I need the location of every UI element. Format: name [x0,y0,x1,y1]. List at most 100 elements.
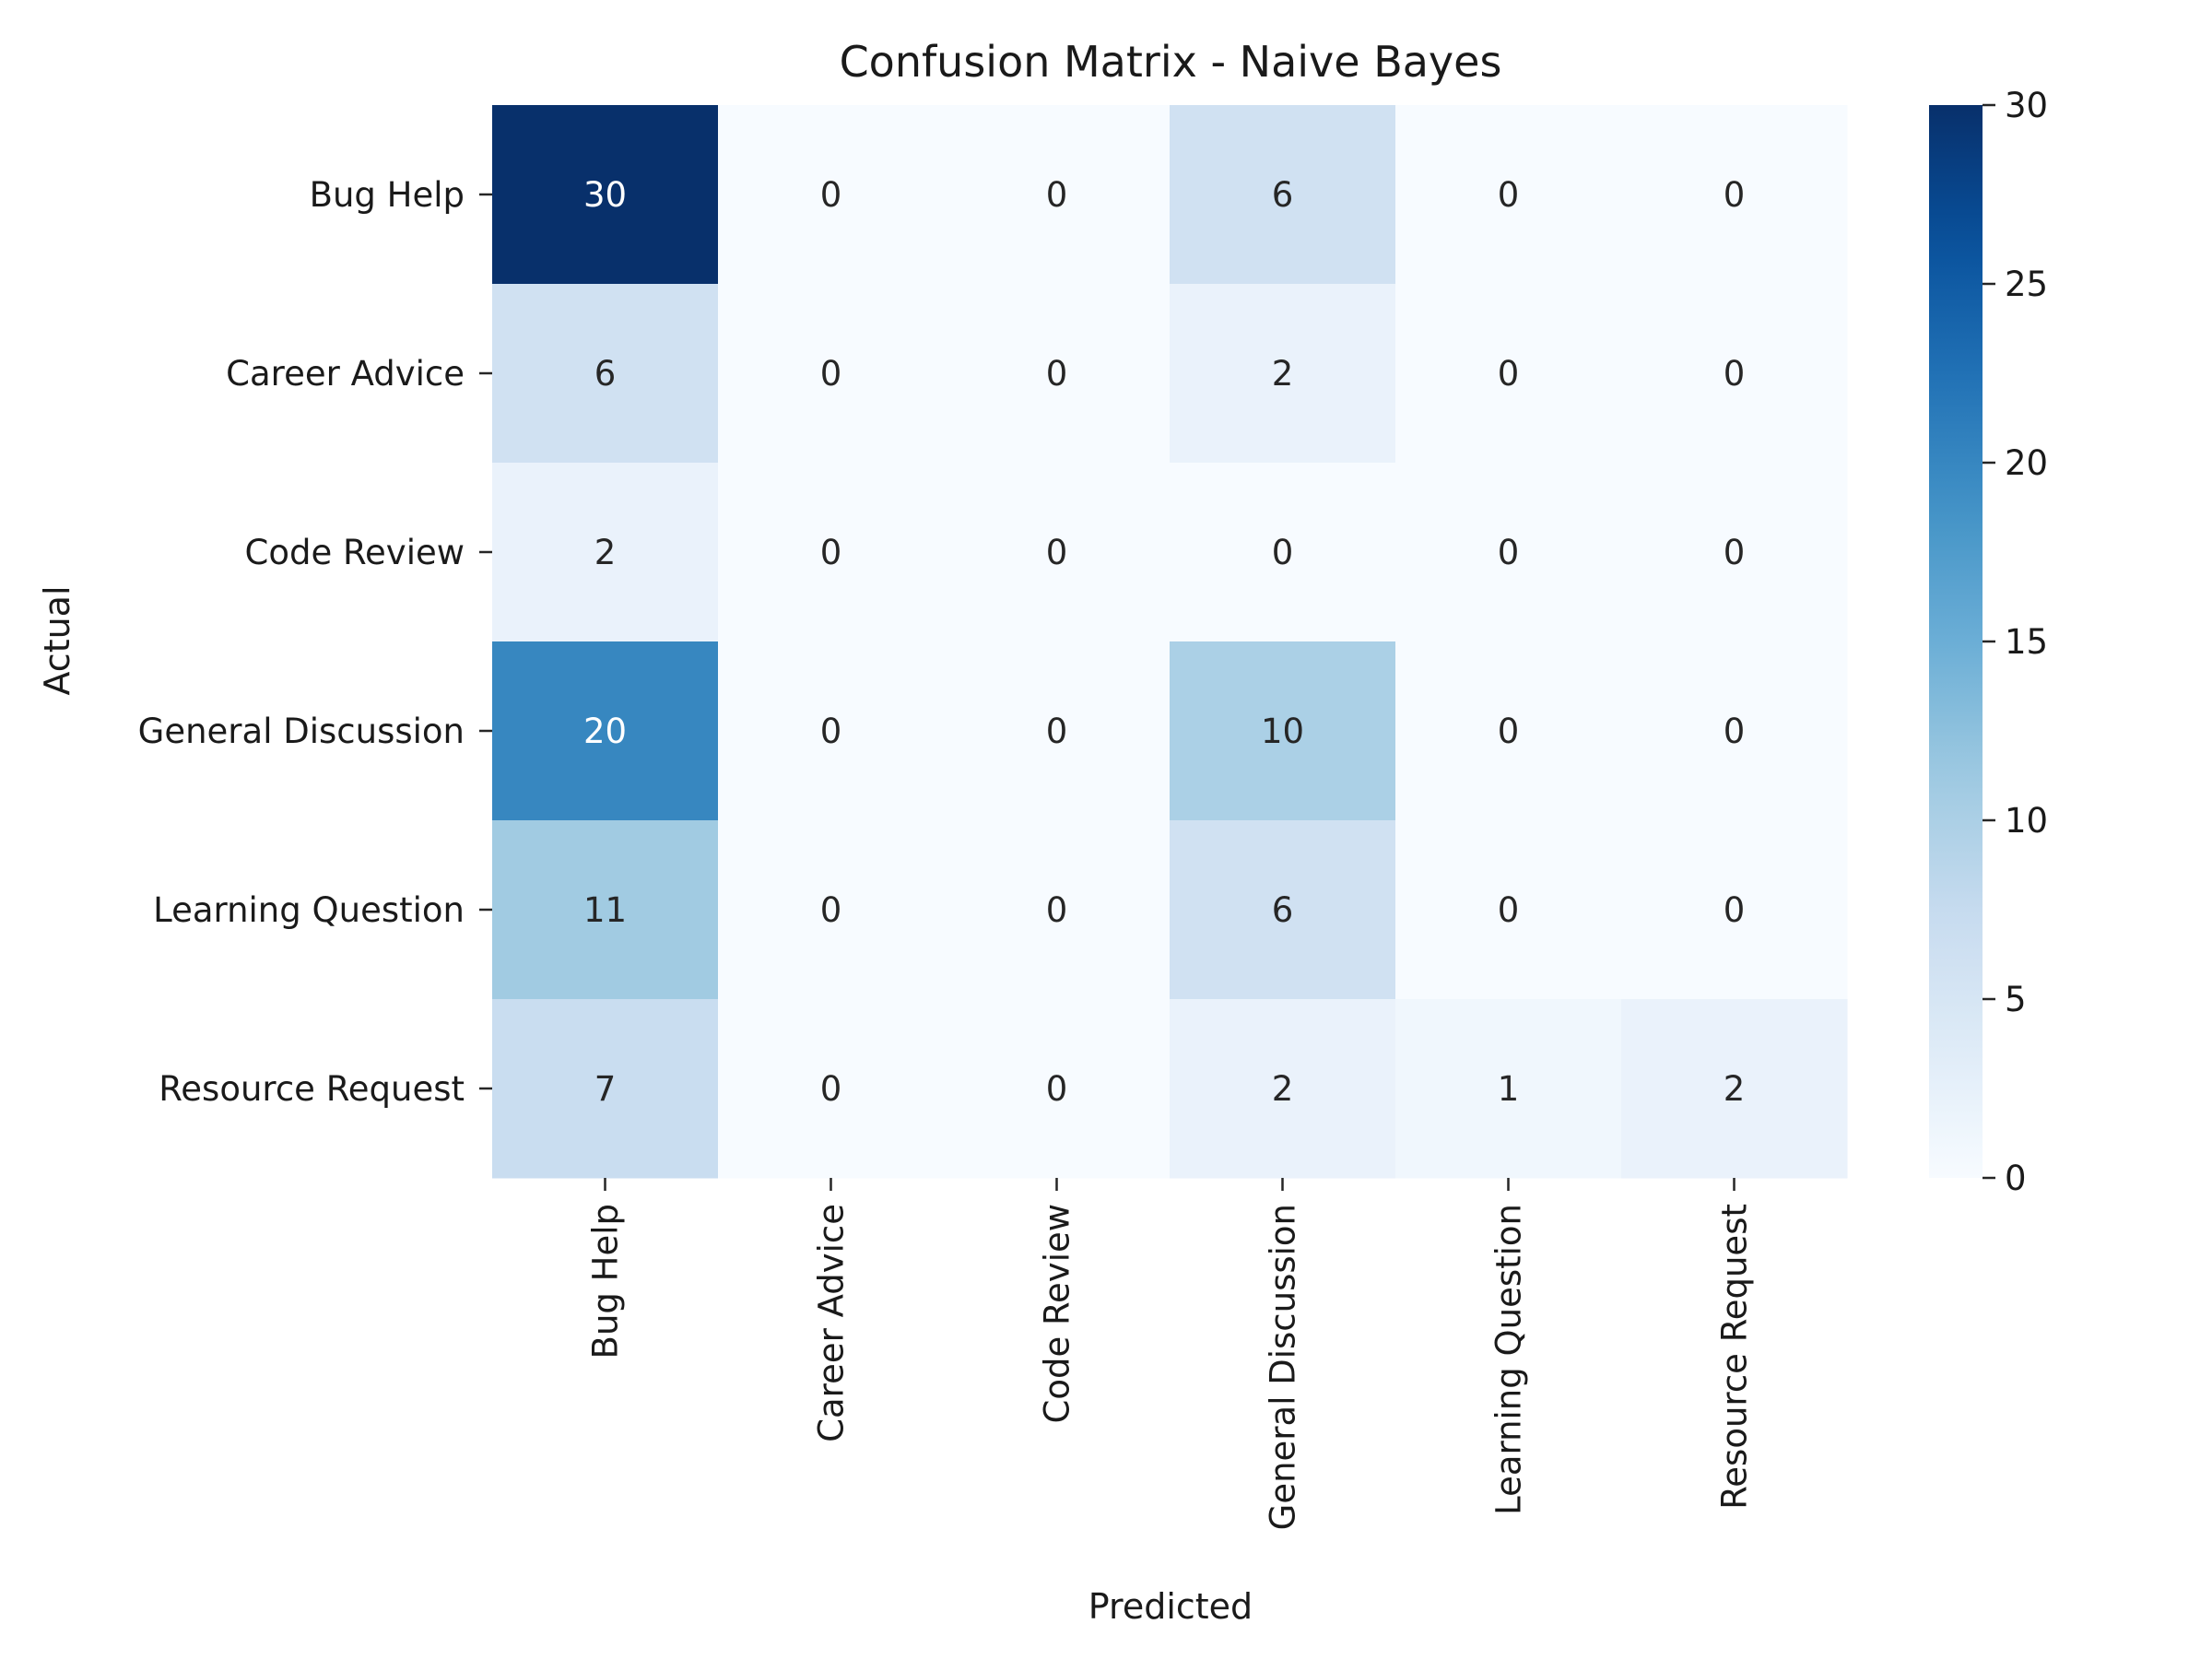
cell-value-r3-c4: 0 [1498,712,1520,751]
cell-value-r4-c1: 0 [820,890,842,930]
cell-value-r4-c2: 0 [1046,890,1068,930]
heatmap-cell-r4-c5 [1621,820,1848,1000]
cell-value-r5-c1: 0 [820,1069,842,1109]
cell-value-r5-c4: 1 [1498,1069,1520,1109]
x-axis: Bug Help Career Advice Code Review General … [586,1178,1755,1530]
heatmap-cell-r3-c3 [1170,641,1396,821]
y-tick-label-0: Bug Help [310,175,465,215]
cell-value-r4-c5: 0 [1724,890,1746,930]
heatmap-cell-r0-c1 [718,105,945,285]
cell-value-r3-c1: 0 [820,712,842,751]
heatmap-cell-r5-c2 [944,999,1171,1179]
heatmap-cell-r3-c4 [1395,641,1622,821]
heatmap-cell-r2-c2 [944,463,1171,642]
heatmap-cell-r2-c3 [1170,463,1396,642]
heatmap-cell-r1-c3 [1170,284,1396,464]
cell-value-r5-c0: 7 [594,1069,617,1109]
heatmap-cell-r3-c2 [944,641,1171,821]
cell-value-r4-c0: 11 [583,890,627,930]
heatmap-cell-r0-c5 [1621,105,1848,285]
heatmap-cell-r4-c2 [944,820,1171,1000]
colorbar-tick-label-5: 25 [2005,265,2048,304]
heatmap-cell-r2-c4 [1395,463,1622,642]
heatmap-cell-r1-c5 [1621,284,1848,464]
heatmap-cell-labels: 30 0 0 6 0 06 0 0 2 0 02 0 0 0 0 020 0 0 10 0 011 0 0 6 0 07 0 0 2 1 2 [583,175,1745,1109]
cell-value-r4-c3: 6 [1272,890,1294,930]
heatmap-cell-r3-c0 [492,641,719,821]
x-tick-label-5: Resource Request [1715,1204,1755,1510]
x-tick-label-0: Bug Help [586,1204,626,1359]
cell-value-r2-c1: 0 [820,533,842,572]
y-axis-label: Actual [37,585,77,695]
heatmap-cell-r4-c4 [1395,820,1622,1000]
colorbar-tick-label-1: 5 [2005,980,2027,1019]
cell-value-r3-c3: 10 [1261,712,1304,751]
cell-value-r1-c3: 2 [1272,354,1294,394]
cell-value-r5-c2: 0 [1046,1069,1068,1109]
heatmap-cell-r5-c1 [718,999,945,1179]
x-axis-label: Predicted [1088,1586,1253,1627]
cell-value-r5-c5: 2 [1724,1069,1746,1109]
cell-value-r2-c0: 2 [594,533,617,572]
heatmap-cell-r0-c3 [1170,105,1396,285]
x-tick-label-3: General Discussion [1264,1204,1303,1530]
heatmap-cell-r5-c4 [1395,999,1622,1179]
y-axis: Bug Help Career Advice Code Review General … [138,175,492,1109]
x-tick-label-1: Career Advice [812,1204,852,1442]
heatmap-cell-r3-c1 [718,641,945,821]
heatmap-cells [492,105,1848,1179]
cell-value-r0-c0: 30 [583,175,627,215]
heatmap-cell-r1-c4 [1395,284,1622,464]
cell-value-r0-c5: 0 [1724,175,1746,215]
y-tick-label-1: Career Advice [226,354,465,394]
colorbar-gradient-bar [1929,105,1983,1178]
cell-value-r2-c3: 0 [1272,533,1294,572]
heatmap-cell-r4-c0 [492,820,719,1000]
x-tick-label-2: Code Review [1038,1204,1077,1424]
heatmap-cell-r5-c5 [1621,999,1848,1179]
cell-value-r2-c2: 0 [1046,533,1068,572]
heatmap-cell-r0-c4 [1395,105,1622,285]
heatmap-cell-r2-c5 [1621,463,1848,642]
heatmap-cell-r0-c0 [492,105,719,285]
heatmap-cell-r2-c0 [492,463,719,642]
y-tick-label-4: Learning Question [153,890,465,930]
y-tick-label-2: Code Review [245,533,465,572]
cell-value-r0-c1: 0 [820,175,842,215]
heatmap-cell-r3-c5 [1621,641,1848,821]
heatmap-cell-r1-c0 [492,284,719,464]
colorbar-tick-label-6: 30 [2005,86,2048,125]
cell-value-r0-c3: 6 [1272,175,1294,215]
cell-value-r1-c5: 0 [1724,354,1746,394]
heatmap-cell-r5-c3 [1170,999,1396,1179]
cell-value-r2-c4: 0 [1498,533,1520,572]
cell-value-r2-c5: 0 [1724,533,1746,572]
cell-value-r1-c0: 6 [594,354,617,394]
heatmap-cell-r4-c3 [1170,820,1396,1000]
cell-value-r5-c3: 2 [1272,1069,1294,1109]
cell-value-r0-c2: 0 [1046,175,1068,215]
colorbar-tick-label-0: 0 [2005,1159,2027,1198]
cell-value-r3-c2: 0 [1046,712,1068,751]
colorbar-tick-label-3: 15 [2005,622,2048,662]
cell-value-r0-c4: 0 [1498,175,1520,215]
heatmap-cell-r0-c2 [944,105,1171,285]
colorbar-tick-label-4: 20 [2005,443,2048,483]
cell-value-r3-c0: 20 [583,712,627,751]
cell-value-r1-c2: 0 [1046,354,1068,394]
heatmap-cell-r4-c1 [718,820,945,1000]
x-tick-label-4: Learning Question [1489,1204,1529,1515]
heatmap-cell-r1-c1 [718,284,945,464]
chart-title: Confusion Matrix - Naive Bayes [840,37,1502,87]
cell-value-r4-c4: 0 [1498,890,1520,930]
y-tick-label-3: General Discussion [138,712,465,751]
cell-value-r1-c4: 0 [1498,354,1520,394]
heatmap-cell-r2-c1 [718,463,945,642]
cell-value-r3-c5: 0 [1724,712,1746,751]
colorbar-tick-label-2: 10 [2005,801,2048,841]
y-tick-label-5: Resource Request [159,1069,465,1109]
colorbar: 0 5 10 15 20 25 30 [1929,86,2048,1198]
heatmap-cell-r5-c0 [492,999,719,1179]
cell-value-r1-c1: 0 [820,354,842,394]
